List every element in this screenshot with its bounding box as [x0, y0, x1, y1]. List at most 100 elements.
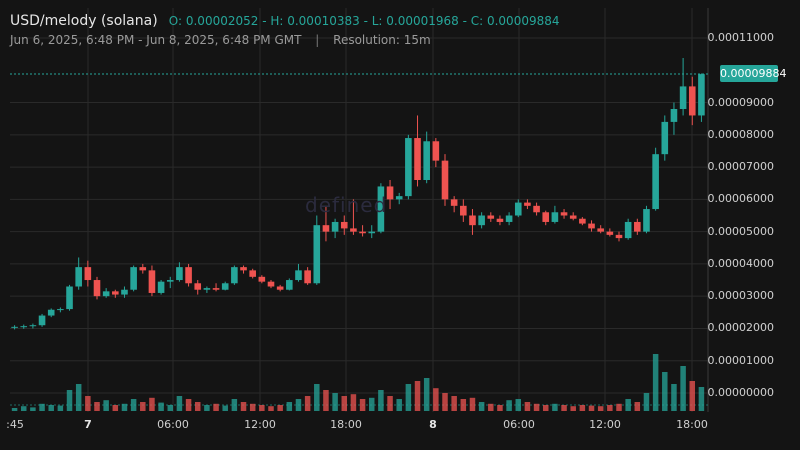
candle-body: [66, 286, 73, 310]
volume-bar: [570, 406, 576, 411]
volume-bar: [332, 393, 338, 411]
volume-bar: [561, 405, 567, 411]
y-tick-label: 0.00000000: [707, 386, 774, 399]
volume-bar: [680, 366, 686, 411]
volume-bar: [359, 399, 366, 411]
candle-body: [450, 199, 458, 206]
volume-bar: [350, 394, 357, 411]
candle-body: [176, 267, 183, 281]
volume-bar: [194, 402, 201, 411]
volume-bar: [698, 387, 705, 411]
candle-body: [148, 270, 156, 293]
y-tick-label: 0.00004000: [707, 256, 774, 270]
volume-bar: [204, 405, 210, 411]
chart-header: USD/melody (solana) O: 0.00002052 - H: 0…: [10, 10, 560, 29]
y-tick-label: 0.00008000: [707, 127, 774, 141]
candle-body: [194, 283, 202, 290]
candle-body: [249, 270, 256, 277]
volume-bar: [643, 393, 650, 411]
volume-bar: [579, 405, 586, 411]
x-tick-label: 06:00: [503, 418, 535, 431]
candle-body: [423, 141, 430, 180]
candle-body: [295, 270, 302, 281]
volume-bar: [423, 378, 430, 411]
candle-body: [231, 267, 238, 284]
candle-body: [93, 280, 101, 297]
volume-bar: [121, 403, 128, 411]
volume-bar: [57, 405, 64, 411]
candle-body: [157, 281, 165, 293]
volume-bar: [341, 396, 348, 411]
volume-bar: [524, 402, 531, 411]
x-tick-label: 06:00: [157, 418, 189, 431]
x-tick-label: 12:00: [244, 418, 276, 431]
candle-body: [359, 231, 366, 234]
volume-bar: [295, 399, 302, 411]
volume-bar: [11, 408, 18, 411]
resolution-label[interactable]: Resolution: 15m: [333, 33, 431, 47]
volume-bar: [176, 396, 183, 411]
date-range-label: Jun 6, 2025, 6:48 PM - Jun 8, 2025, 6:48…: [10, 33, 302, 47]
volume-bar: [48, 405, 54, 411]
volume-bar: [607, 405, 613, 411]
symbol-label: USD/melody (solana): [10, 13, 158, 29]
candle-body: [47, 309, 55, 316]
candle-body: [139, 267, 147, 271]
x-tick-label: 12:00: [589, 418, 621, 431]
volume-bar: [405, 384, 412, 411]
candle-body: [487, 215, 495, 219]
y-tick-label: 0.00001000: [707, 353, 774, 367]
candle-body: [121, 289, 128, 295]
candle-body: [340, 221, 348, 229]
current-price-tag: 0.00009884: [720, 65, 787, 83]
x-tick-label: 18:00: [676, 418, 708, 431]
volume-bar: [140, 402, 146, 411]
volume-bar: [625, 399, 631, 411]
volume-bar: [497, 405, 503, 411]
volume-bar: [597, 406, 604, 411]
volume-bar: [231, 399, 238, 411]
volume-bar: [478, 402, 485, 411]
candle-body: [350, 228, 357, 232]
candle-body: [524, 202, 531, 206]
volume-bar: [515, 399, 522, 411]
volume-bar: [158, 402, 164, 411]
candle-body: [395, 196, 403, 200]
volume-bar: [149, 397, 155, 411]
candle-body: [276, 286, 284, 290]
candle-body: [588, 223, 595, 229]
candle-body: [533, 205, 540, 213]
candle-body: [679, 86, 687, 109]
volume-bar: [304, 396, 311, 411]
volume-bar: [222, 405, 228, 411]
candle-body: [579, 218, 586, 224]
volume-bar: [387, 396, 393, 411]
volume-bar: [30, 407, 36, 411]
candle-body: [505, 215, 513, 222]
candle-body: [624, 221, 632, 239]
volume-bar: [542, 405, 549, 411]
candle-body: [661, 121, 669, 155]
y-tick-label: 0.00009000: [707, 95, 774, 109]
y-tick-label: 0.00005000: [707, 224, 774, 238]
volume-bar: [213, 403, 219, 411]
x-tick-label: 18:00: [330, 418, 362, 431]
candle-body: [240, 267, 247, 271]
candle-body: [615, 234, 623, 239]
candle-body: [441, 160, 449, 200]
candle-body: [57, 309, 64, 311]
candle-body: [112, 291, 119, 295]
x-tick-label: 8: [429, 418, 437, 431]
volume-bar: [460, 399, 467, 411]
volume-bar: [588, 405, 595, 411]
volume-bar: [185, 399, 192, 411]
candle-body: [542, 212, 550, 222]
candle-body: [643, 209, 650, 232]
volume-bar: [414, 381, 421, 411]
y-tick-label: 0.00011000: [707, 31, 774, 44]
volume-bar: [616, 403, 622, 411]
candle-body: [102, 291, 110, 297]
x-tick-label: :45: [6, 418, 24, 431]
volume-bar: [671, 384, 677, 411]
